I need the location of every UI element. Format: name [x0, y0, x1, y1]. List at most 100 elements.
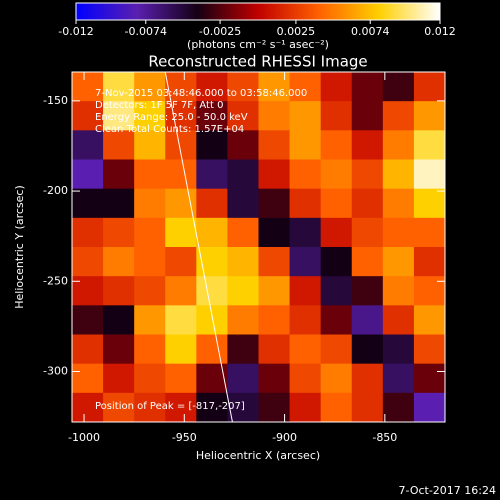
heat-cell [227, 305, 259, 335]
heat-cell [382, 72, 415, 102]
heat-cell [196, 101, 228, 131]
heat-cell [134, 130, 166, 160]
heat-cell [72, 159, 104, 190]
heat-cell [72, 72, 104, 102]
plot-frame [71, 71, 446, 423]
heat-cell [320, 392, 353, 423]
heat-cell [196, 334, 228, 365]
chart-title: Reconstructed RHESSI Image [148, 53, 367, 71]
heat-cell [103, 130, 135, 160]
annotation: Detectors: 1F 5F 7F, Att 0 [95, 100, 223, 111]
heat-cell [258, 188, 291, 219]
heat-cell [196, 363, 228, 394]
heat-cell [413, 101, 446, 131]
heat-cell [72, 334, 104, 365]
heat-cell [351, 217, 384, 248]
heat-cell [227, 276, 259, 306]
annotation: 7-Nov-2015 03:48:46.000 to 03:58:46.000 [95, 88, 307, 99]
heat-cell [72, 392, 104, 423]
heat-cell [227, 363, 259, 394]
heat-cell [320, 130, 353, 160]
heat-cell [289, 276, 322, 306]
x-tick-label: -900 [272, 431, 297, 444]
heat-cell [351, 130, 384, 160]
limb-line [164, 71, 233, 423]
heat-cell [258, 217, 291, 248]
heat-cell [351, 159, 384, 190]
heat-cell [103, 159, 135, 190]
heat-cell [165, 334, 197, 365]
heat-cell [227, 334, 259, 365]
heat-cell [413, 247, 446, 277]
heat-cell [351, 392, 384, 423]
heat-cell [196, 130, 228, 160]
heat-cell [289, 363, 322, 394]
heat-cell [413, 130, 446, 160]
heat-cell [227, 130, 259, 160]
heat-cell [382, 363, 415, 394]
heat-cell [258, 392, 291, 423]
heat-cell [413, 276, 446, 306]
heat-cell [382, 276, 415, 306]
heat-cell [289, 247, 322, 277]
heat-cell [320, 247, 353, 277]
heat-cell [382, 247, 415, 277]
heat-cell [165, 247, 197, 277]
y-axis-label: Heliocentric Y (arcsec) [13, 185, 26, 309]
colorbar-tick-label: -0.0074 [125, 25, 167, 38]
heat-cell [103, 101, 135, 131]
heat-cell [289, 130, 322, 160]
colorbar-tick-label: -0.0025 [199, 25, 241, 38]
heat-cell [258, 276, 291, 306]
heat-cell [196, 217, 228, 248]
heat-cell [165, 188, 197, 219]
heat-cell [351, 276, 384, 306]
heat-cell [196, 276, 228, 306]
heat-cell [72, 247, 104, 277]
peak-label: Position of Peak = [-817,-207] [95, 401, 245, 412]
y-tick-label: -150 [43, 94, 68, 107]
colorbar-label: (photons cm⁻² s⁻¹ asec⁻²) [187, 38, 329, 51]
heat-cell [196, 159, 228, 190]
heat-cell [72, 188, 104, 219]
annotation: Energy Range: 25.0 - 50.0 keV [95, 112, 248, 123]
colorbar-tick-label: -0.012 [58, 25, 93, 38]
colorbar-tick-label: 0.012 [424, 25, 456, 38]
heat-cell [289, 72, 322, 102]
heat-cell [103, 305, 135, 335]
heat-cell [196, 305, 228, 335]
heat-cell [289, 217, 322, 248]
heat-cell [165, 363, 197, 394]
y-tick-label: -250 [43, 274, 68, 287]
heat-cell [134, 305, 166, 335]
heat-cell [134, 217, 166, 248]
heat-cell [258, 130, 291, 160]
colorbar-tick-label: 0.0074 [351, 25, 390, 38]
heat-cell [320, 305, 353, 335]
heat-cell [103, 363, 135, 394]
heat-cell [134, 392, 166, 423]
heat-cell [413, 305, 446, 335]
heat-cell [351, 363, 384, 394]
heat-cell [134, 159, 166, 190]
heat-cell [320, 363, 353, 394]
x-tick-label: -1000 [68, 431, 100, 444]
heat-cell [382, 305, 415, 335]
x-tick-label: -950 [172, 431, 197, 444]
heat-cell [382, 217, 415, 248]
heat-cell [72, 363, 104, 394]
heat-cell [258, 247, 291, 277]
heat-cell [103, 247, 135, 277]
heat-cell [258, 101, 291, 131]
heat-cell [289, 334, 322, 365]
heat-cell [382, 392, 415, 423]
heat-cell [289, 392, 322, 423]
heat-cell [351, 72, 384, 102]
heat-cell [413, 72, 446, 102]
heat-cell [258, 159, 291, 190]
heat-cell [227, 217, 259, 248]
heat-cell [258, 334, 291, 365]
heat-cell [289, 159, 322, 190]
heat-cell [196, 392, 228, 423]
